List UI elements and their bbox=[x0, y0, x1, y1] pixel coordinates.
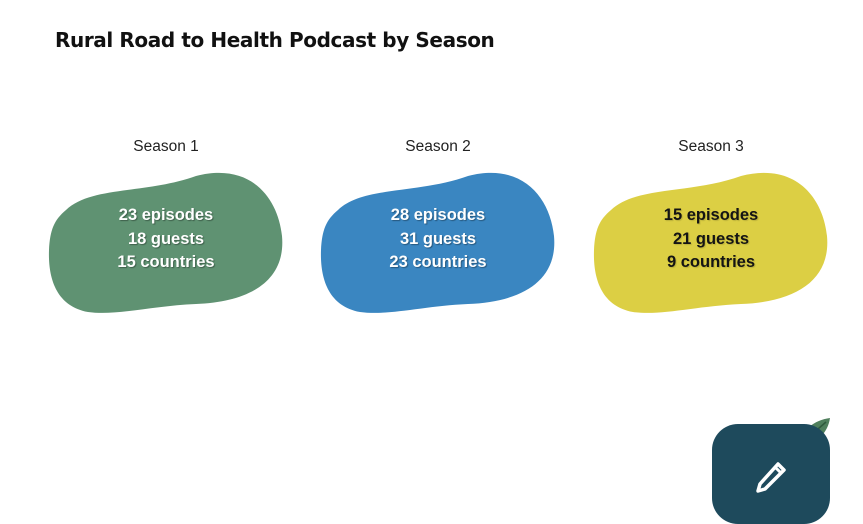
season-label: Season 2 bbox=[405, 138, 471, 155]
guests-count: 21 guests bbox=[672, 229, 750, 248]
episodes-count: 15 episodes bbox=[663, 206, 759, 224]
countries-count: 9 countries bbox=[666, 253, 756, 271]
guests-count: 18 guests bbox=[127, 229, 205, 248]
season-stats: 15 episodes 21 guests 9 countries bbox=[591, 204, 831, 275]
season-stats: 23 episodes 18 guests 15 countries bbox=[46, 204, 286, 275]
season-label: Season 3 bbox=[678, 138, 744, 155]
edit-button[interactable] bbox=[712, 424, 830, 524]
pencil-icon bbox=[756, 462, 786, 493]
page-title: Rural Road to Health Podcast by Season bbox=[55, 28, 495, 52]
season-card-2: Season 2 28 episodes 31 guests 23 countr… bbox=[318, 138, 558, 318]
season-stats: 28 episodes 31 guests 23 countries bbox=[318, 204, 558, 275]
countries-count: 15 countries bbox=[117, 253, 215, 271]
season-blob bbox=[320, 172, 555, 313]
season-blob bbox=[48, 172, 283, 313]
countries-count: 23 countries bbox=[389, 253, 487, 271]
season-card-3: Season 3 15 episodes 21 guests 9 countri… bbox=[591, 138, 831, 318]
guests-count: 31 guests bbox=[399, 229, 477, 248]
episodes-count: 28 episodes bbox=[390, 206, 486, 224]
season-label: Season 1 bbox=[133, 138, 199, 155]
episodes-count: 23 episodes bbox=[118, 206, 214, 224]
season-card-1: Season 1 23 episodes 18 guests 15 countr… bbox=[46, 138, 286, 318]
season-blob bbox=[593, 172, 828, 313]
